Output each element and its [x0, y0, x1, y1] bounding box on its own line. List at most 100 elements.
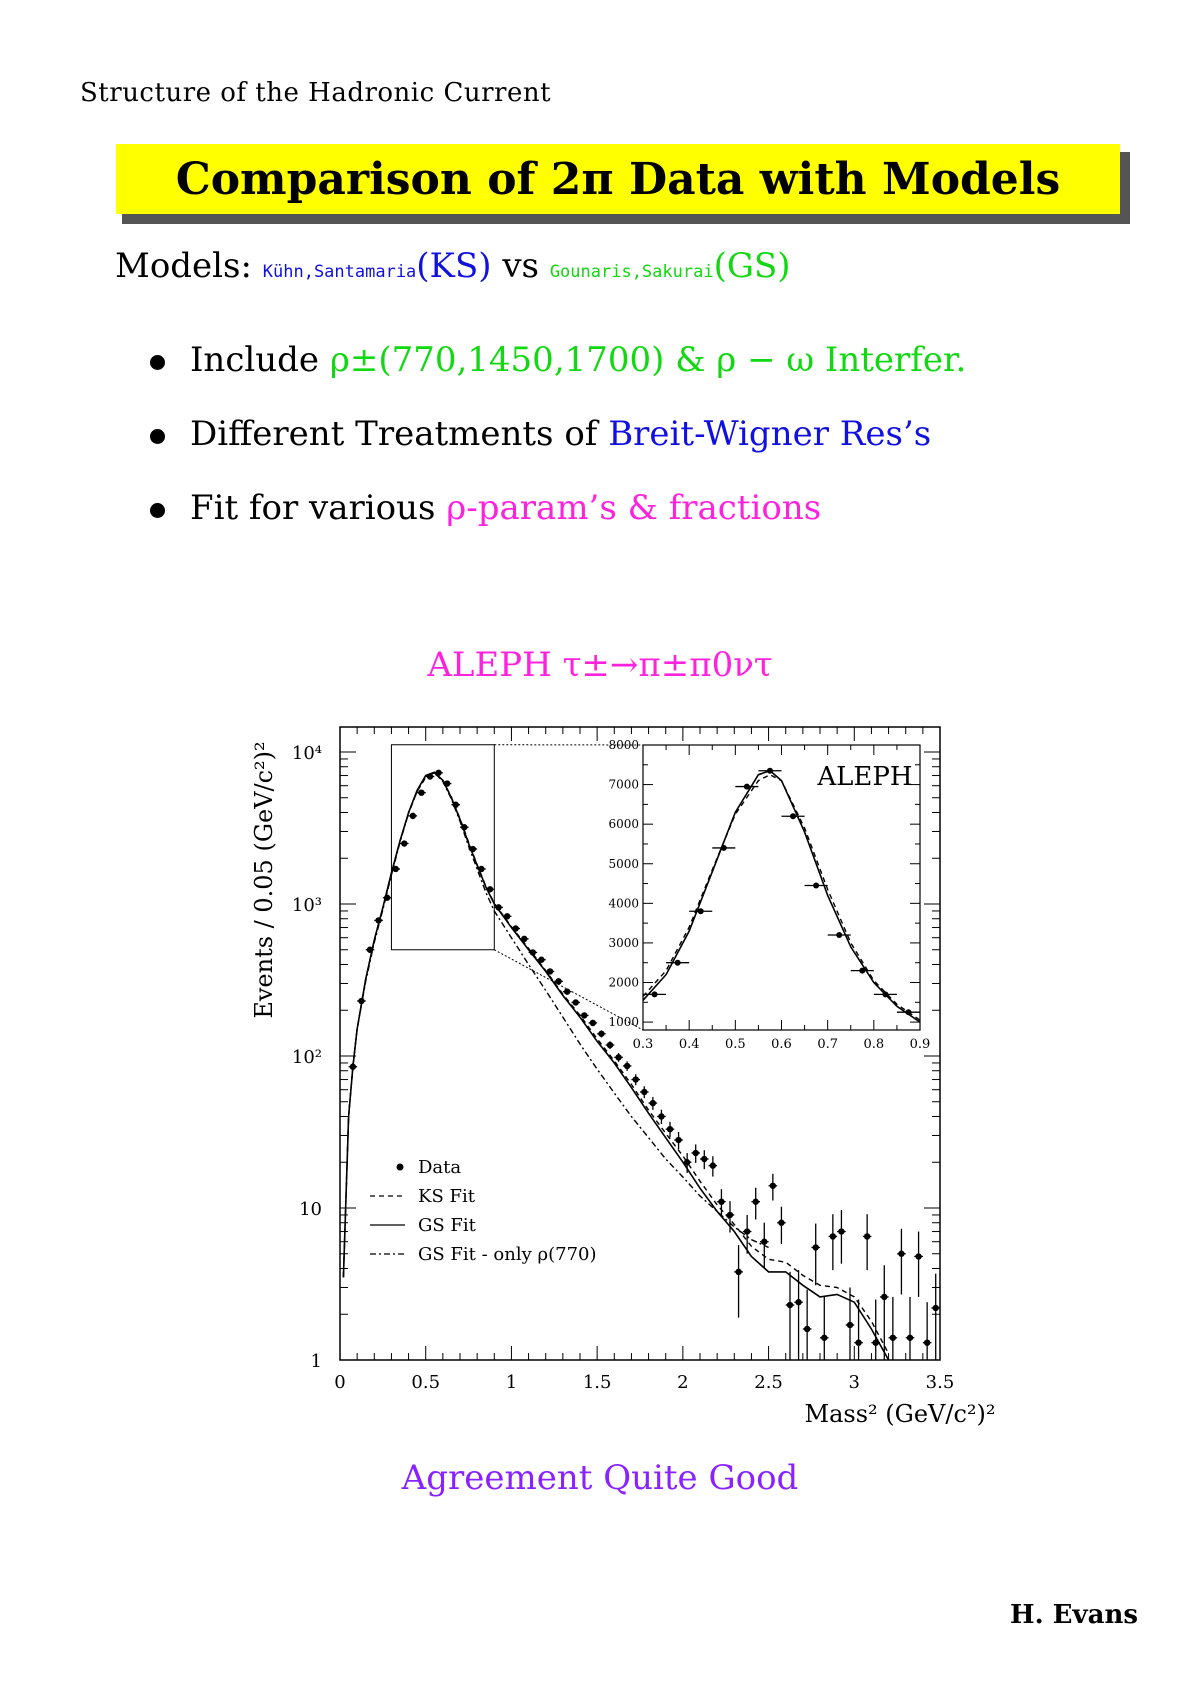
ks-abbr: (KS): [416, 246, 492, 286]
inset-x-tick-label: 0.9: [910, 1037, 931, 1052]
x-axis-label: Mass² (GeV/c²)²: [805, 1400, 996, 1428]
bullet-highlight: ρ±(770,1450,1700) & ρ − ω Interfer.: [329, 340, 967, 380]
data-point: [889, 1334, 897, 1341]
bullet-item: Different Treatments of Breit-Wigner Res…: [150, 414, 966, 488]
inset-x-tick-label: 0.7: [817, 1037, 838, 1052]
data-point: [649, 1099, 657, 1107]
data-point: [898, 1250, 905, 1257]
data-point: [443, 780, 451, 787]
data-point: [452, 801, 459, 808]
legend-label: GS Fit - only ρ(770): [418, 1244, 597, 1265]
data-point: [821, 1334, 828, 1341]
y-axis-label: Events / 0.05 (GeV/c²)²: [250, 741, 278, 1018]
data-point: [503, 913, 511, 920]
data-point: [632, 1076, 639, 1083]
data-point: [863, 1233, 871, 1240]
bullet-dot-icon: [150, 503, 165, 518]
data-point: [846, 1321, 854, 1329]
data-point: [435, 769, 442, 776]
data-point: [872, 1339, 879, 1346]
inset-y-tick-label: 2000: [608, 976, 639, 990]
data-point: [641, 1088, 648, 1096]
y-tick-label: 10³: [292, 895, 322, 916]
data-point: [581, 1012, 588, 1019]
inset-title: ALEPH: [816, 762, 912, 792]
inset-y-tick-label: 6000: [608, 817, 639, 831]
bullet-list: Include ρ±(770,1450,1700) & ρ − ω Interf…: [150, 340, 966, 562]
gs-abbr: (GS): [713, 246, 791, 286]
ks-authors: Kühn,Santamaria: [262, 262, 417, 282]
bullet-text: Different Treatments of: [190, 414, 609, 454]
data-point: [375, 917, 382, 924]
data-point: [563, 988, 571, 995]
data-point: [392, 865, 399, 873]
inset-y-tick-label: 3000: [608, 936, 639, 950]
data-point: [666, 1125, 674, 1133]
inset-data-point: [743, 783, 750, 790]
data-point: [598, 1030, 605, 1037]
y-tick-label: 10⁴: [292, 743, 322, 764]
inset-data-point: [674, 959, 681, 966]
zoom-connector-line: [494, 949, 644, 1031]
y-tick-label: 10: [299, 1199, 322, 1220]
bullet-text: Include: [190, 340, 330, 380]
inset-x-tick-label: 0.3: [633, 1037, 654, 1052]
inset-y-tick-label: 4000: [608, 896, 639, 910]
inset-fit-curve: [642, 769, 921, 1023]
inset-data-point: [790, 813, 797, 820]
x-tick-label: 3.5: [926, 1372, 955, 1393]
data-point: [366, 946, 374, 953]
data-point: [486, 886, 494, 893]
data-point: [812, 1244, 819, 1251]
data-point: [786, 1301, 794, 1309]
data-point: [683, 1159, 691, 1166]
inset-x-tick-label: 0.5: [725, 1037, 746, 1052]
data-point: [546, 968, 554, 975]
slide-title: Comparison of 2π Data with Models: [175, 153, 1061, 205]
inset-x-tick-label: 0.4: [679, 1037, 700, 1052]
author-name: H. Evans: [1010, 1600, 1138, 1630]
bullet-text: Fit for various: [190, 488, 447, 528]
inset-data-point: [813, 882, 820, 889]
data-point: [495, 904, 502, 911]
inset-data-point: [882, 991, 889, 998]
data-point: [718, 1198, 725, 1205]
data-point: [418, 789, 425, 796]
models-label: Models:: [115, 246, 252, 286]
data-point: [881, 1293, 888, 1301]
x-tick-label: 3: [849, 1372, 860, 1393]
y-tick-label: 10²: [292, 1047, 322, 1068]
x-tick-label: 2: [677, 1372, 688, 1393]
data-point: [692, 1149, 699, 1157]
inset-y-tick-label: 1000: [608, 1015, 639, 1029]
data-point: [512, 925, 519, 932]
data-point: [923, 1339, 931, 1346]
legend-label: GS Fit: [418, 1215, 477, 1236]
inset-data-point: [859, 967, 866, 974]
data-point: [469, 845, 477, 853]
data-point: [555, 978, 562, 985]
data-point: [538, 956, 545, 963]
inset-y-tick-label: 7000: [608, 778, 639, 792]
legend-label: KS Fit: [418, 1186, 476, 1207]
inset-data-point: [651, 991, 658, 998]
data-point: [769, 1182, 777, 1189]
data-point: [572, 999, 579, 1006]
data-point: [426, 773, 434, 780]
data-point: [615, 1054, 622, 1061]
data-point: [529, 949, 537, 956]
inset-data-point: [905, 1009, 912, 1016]
inset-fit-curve: [642, 773, 921, 1021]
data-point: [752, 1198, 759, 1205]
data-point: [838, 1228, 845, 1235]
x-tick-label: 1: [506, 1372, 517, 1393]
bullet-highlight: ρ-param’s & fractions: [446, 488, 822, 528]
inset-y-tick-label: 5000: [608, 857, 639, 871]
data-point: [675, 1136, 682, 1144]
data-point: [726, 1211, 734, 1219]
inset-data-point: [836, 932, 843, 938]
data-point: [803, 1325, 811, 1333]
inset-y-tick-label: 8000: [608, 738, 639, 752]
data-point: [461, 824, 468, 831]
